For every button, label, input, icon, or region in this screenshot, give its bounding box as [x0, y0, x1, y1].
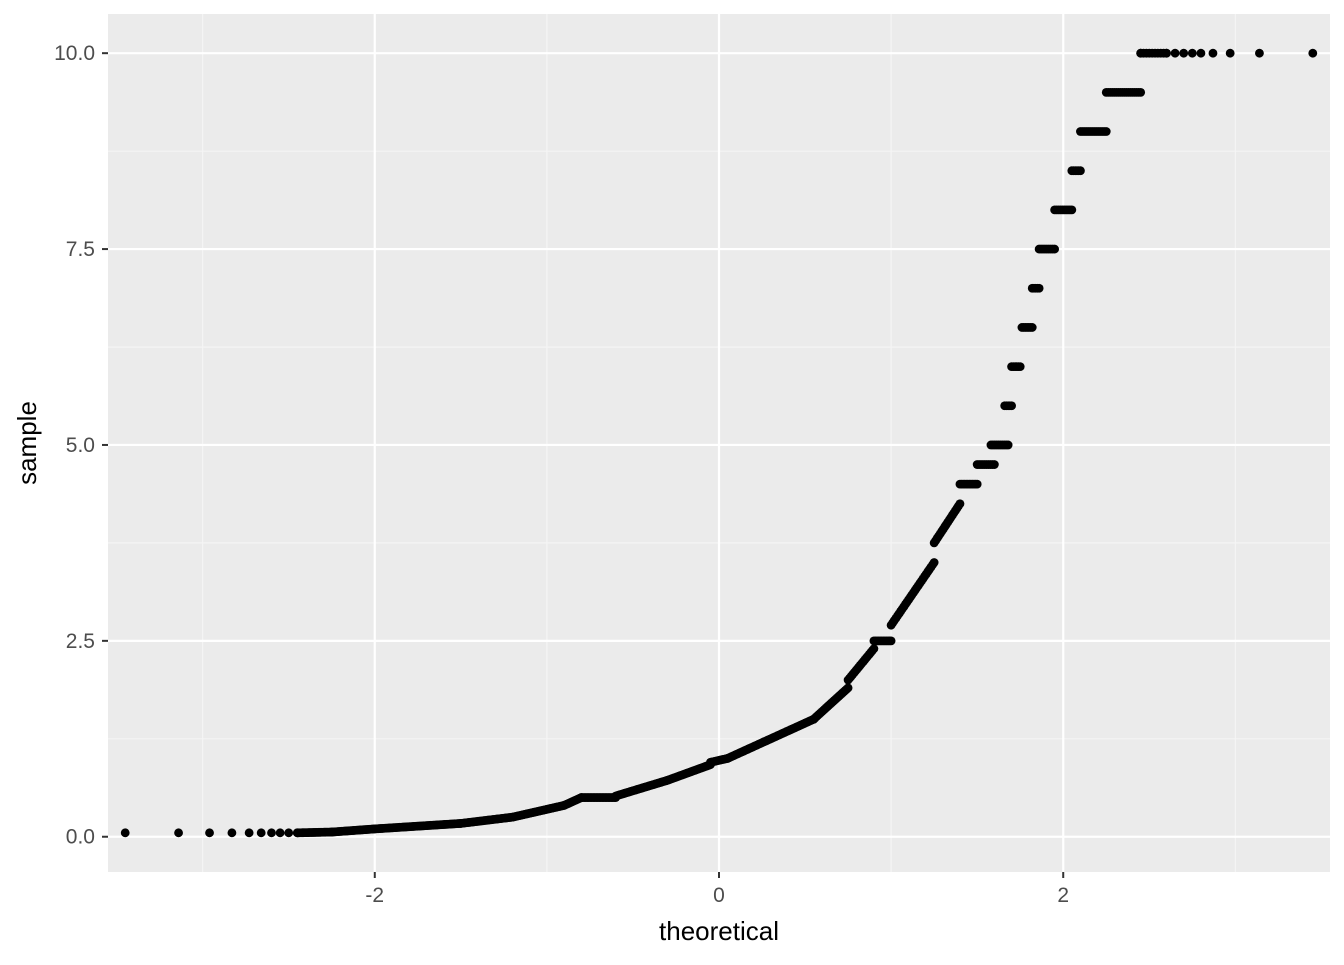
data-point: [284, 828, 294, 838]
y-tick-label: 10.0: [54, 42, 95, 65]
y-axis: 0.0 2.5 5.0 7.5 10.0: [54, 42, 108, 849]
data-point: [1170, 48, 1180, 58]
x-axis-title: theoretical: [659, 916, 779, 946]
data-points: [120, 48, 1318, 838]
x-tick-label: -2: [365, 884, 384, 907]
x-tick-label: 0: [713, 884, 725, 907]
data-point: [1076, 166, 1085, 176]
major-gridlines: [108, 14, 1330, 872]
data-point: [205, 828, 214, 838]
data-point: [267, 828, 276, 838]
data-point: [174, 828, 183, 838]
data-point: [1050, 244, 1060, 254]
data-point: [275, 828, 285, 838]
data-point: [1308, 48, 1318, 58]
data-point: [227, 828, 237, 838]
data-point: [1136, 87, 1146, 97]
data-point: [1187, 48, 1197, 58]
y-tick-label: 7.5: [66, 238, 95, 261]
data-point: [1162, 48, 1171, 58]
data-point: [1179, 48, 1189, 58]
data-point: [843, 683, 853, 693]
y-tick-label: 5.0: [66, 434, 95, 457]
data-point: [244, 828, 254, 838]
data-point: [1255, 48, 1264, 58]
y-tick-label: 2.5: [66, 630, 95, 653]
x-tick-label: 2: [1057, 884, 1069, 907]
data-point: [1027, 323, 1037, 332]
data-point: [1067, 205, 1077, 215]
y-tick-label: 0.0: [66, 826, 95, 849]
data-point: [886, 636, 896, 646]
data-point: [929, 558, 939, 567]
y-axis-title: sample: [12, 401, 42, 485]
data-point: [1101, 127, 1111, 136]
data-point: [1196, 48, 1206, 58]
data-point: [1003, 440, 1013, 450]
data-point: [1208, 48, 1218, 58]
data-point: [972, 479, 982, 489]
data-point: [955, 499, 965, 509]
data-point: [1034, 283, 1044, 293]
x-axis: -2 0 2: [365, 872, 1069, 907]
data-point: [869, 644, 879, 654]
data-point: [1015, 362, 1025, 372]
data-point: [256, 828, 266, 838]
data-point: [1007, 401, 1016, 411]
data-point: [989, 460, 999, 469]
data-point: [1225, 48, 1235, 58]
data-point: [120, 828, 130, 838]
